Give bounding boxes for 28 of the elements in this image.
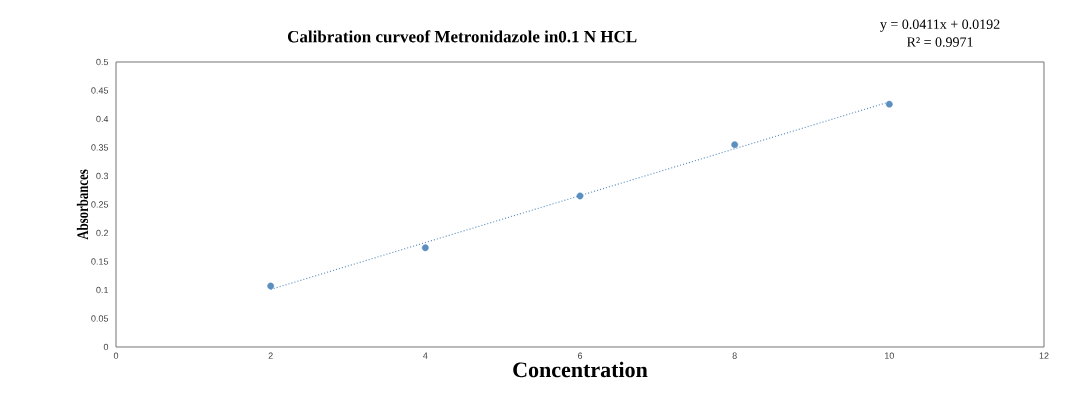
y-tick-label: 0.25 (91, 201, 109, 208)
y-tick-label: 0.1 (96, 286, 109, 294)
y-tick-label: 0.3 (96, 172, 109, 180)
x-axis-title: Concentration (513, 361, 648, 378)
x-tick-label: 0 (113, 352, 119, 359)
x-tick-label: 6 (577, 352, 583, 359)
y-tick-label: 0.35 (91, 144, 109, 151)
x-tick-label: 10 (885, 352, 894, 359)
x-tick-label: 8 (732, 352, 737, 359)
x-tick-label: 12 (1039, 352, 1049, 359)
x-tick-label: 2 (268, 352, 273, 359)
point (885, 100, 893, 108)
y-tick-label: 0.05 (91, 315, 109, 322)
y-axis-title: Absorbances (76, 169, 89, 240)
point (267, 282, 275, 290)
point (576, 192, 584, 200)
y-tick-label: 0.45 (91, 87, 109, 94)
text: y = 0.0411x + 0.0192 (880, 19, 1000, 32)
point (731, 141, 739, 149)
point (421, 244, 429, 252)
y-tick-label: 0.4 (96, 115, 109, 123)
y-tick-label: 0.2 (96, 229, 109, 237)
text: R² = 0.9971 (907, 37, 973, 47)
chart-title: Calibration curveof Metronidazole in0.1 N HCL (287, 30, 637, 43)
y-tick-label: 0.15 (91, 258, 109, 265)
x-tick-label: 4 (423, 352, 428, 359)
y-tick-label: 0 (103, 343, 109, 351)
y-tick-label: 0.5 (96, 58, 109, 66)
